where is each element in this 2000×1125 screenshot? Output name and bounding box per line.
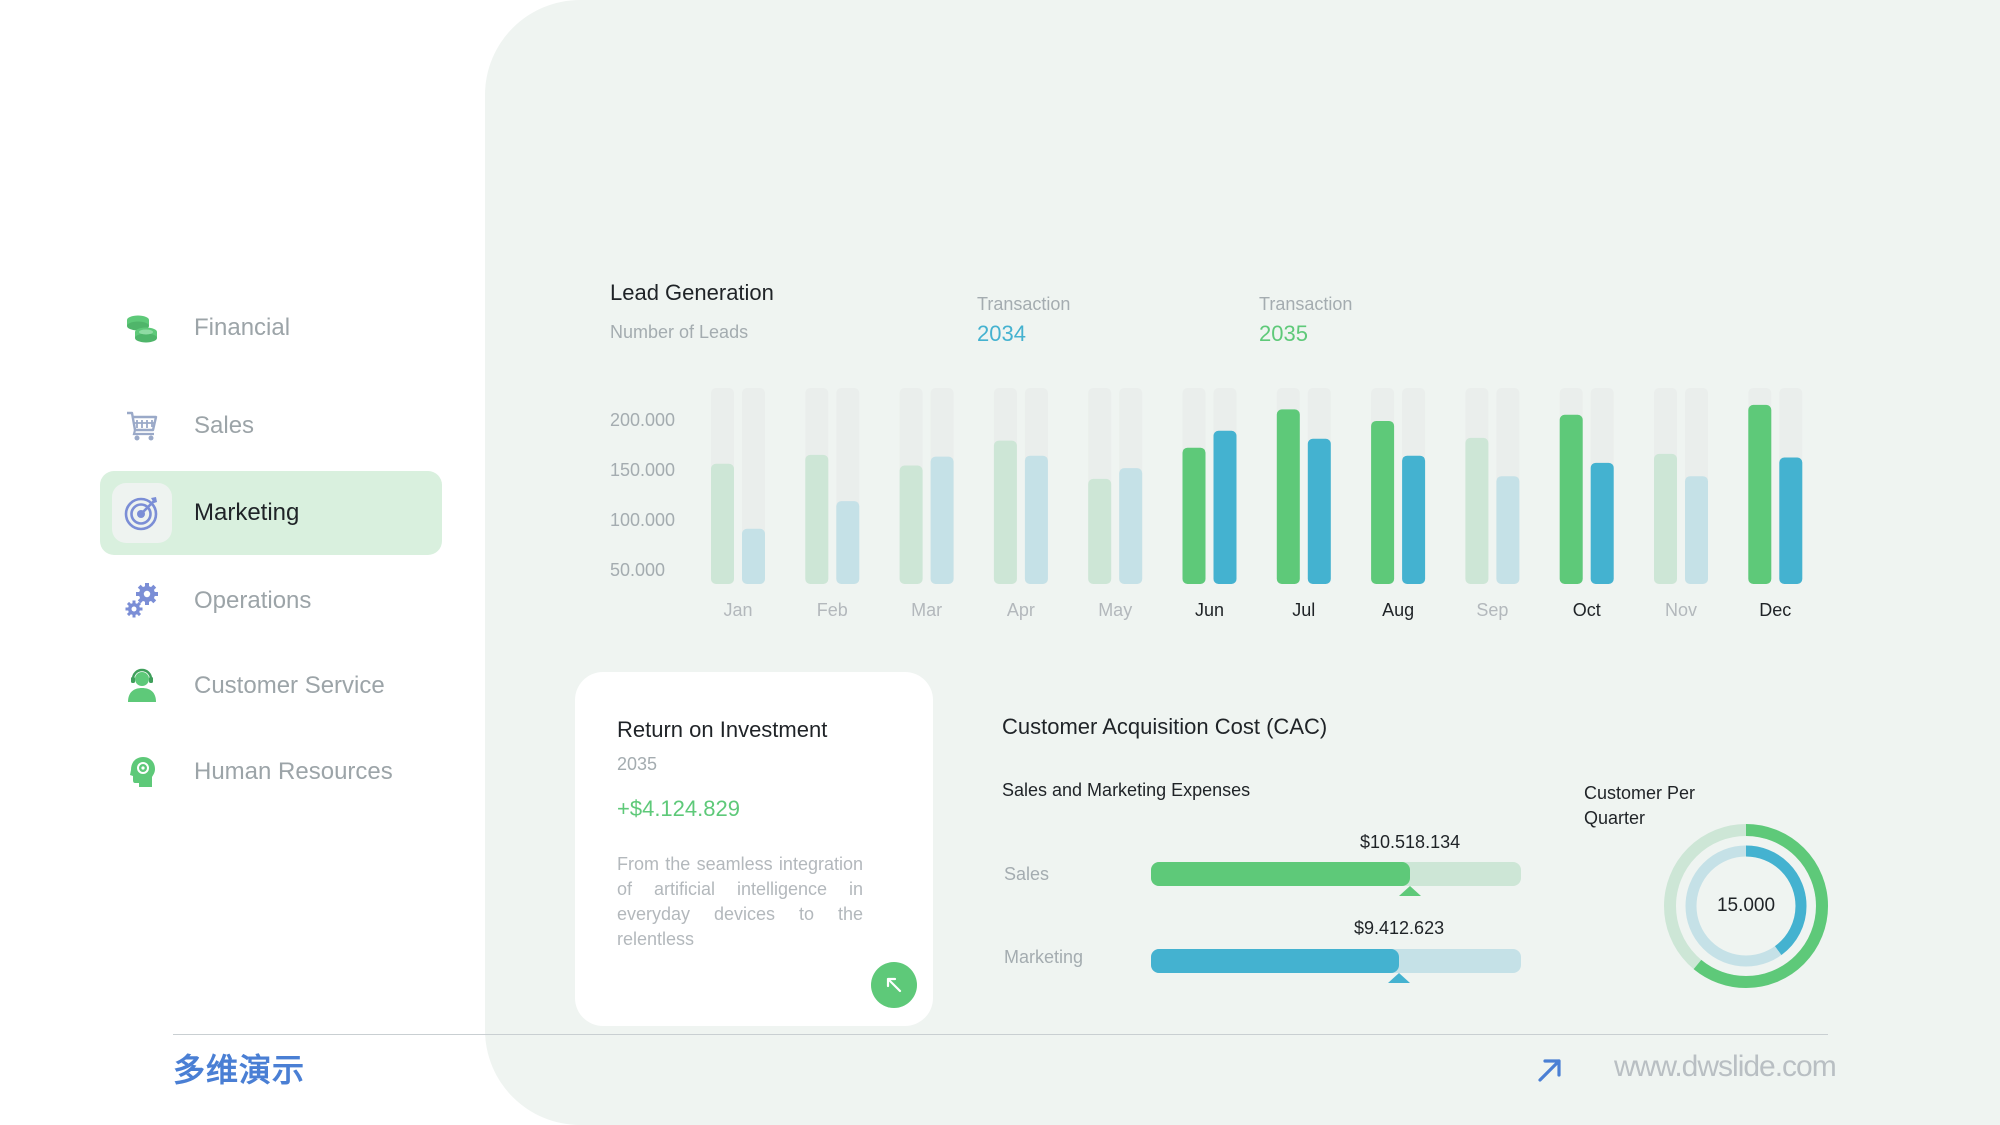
bar-2034-jul xyxy=(1307,438,1331,584)
bar-2035-aug xyxy=(1371,420,1395,584)
cac-title: Customer Acquisition Cost (CAC) xyxy=(1002,714,1328,739)
customer-per-quarter-donut xyxy=(1664,824,1828,988)
cac-bar-fill-marketing xyxy=(1151,949,1399,973)
y-tick-label: 150.000 xyxy=(610,460,676,480)
sidebar-item-customer-service[interactable]: Customer Service xyxy=(100,644,442,728)
roi-title: Return on Investment xyxy=(617,717,828,742)
head-gear-icon xyxy=(112,742,172,802)
sidebar-item-label: Sales xyxy=(194,412,255,439)
bar-2034-dec xyxy=(1779,457,1803,584)
bar-2035-nov xyxy=(1654,453,1677,584)
donut-outer-arc xyxy=(1664,824,1828,988)
bar-2034-jan xyxy=(742,528,765,584)
bar-2034-nov xyxy=(1685,476,1708,584)
bar-2035-apr xyxy=(993,440,1017,584)
bar-2035-dec xyxy=(1748,404,1772,584)
x-tick-label: Jan xyxy=(723,600,752,620)
x-tick-label: Oct xyxy=(1573,600,1601,620)
bar-2034-jun xyxy=(1213,430,1237,584)
bar-2035-mar xyxy=(899,465,923,584)
arrow-up-right-icon xyxy=(1536,1056,1564,1089)
x-tick-label: Aug xyxy=(1382,600,1414,620)
roi-value: +$4.124.829 xyxy=(617,796,740,821)
cac-bar-value-sales: $10.518.134 xyxy=(1360,832,1461,852)
cac-bar-track-sales xyxy=(1151,862,1521,886)
sidebar-item-sales[interactable]: Sales xyxy=(100,384,442,468)
roi-open-button[interactable] xyxy=(871,962,917,1008)
donut-value: 15.000 xyxy=(1716,895,1776,916)
roi-description: From the seamless integration of artific… xyxy=(617,854,863,949)
footer-brand: 多维演示 xyxy=(173,1052,306,1088)
x-tick-label: Jun xyxy=(1195,600,1224,620)
cac-bar-marker-marketing xyxy=(1388,973,1410,983)
x-tick-label: Apr xyxy=(1007,600,1035,620)
sidebar-item-label: Marketing xyxy=(194,499,300,526)
sidebar-item-label: Human Resources xyxy=(194,758,393,785)
cac-bar-label-marketing: Marketing xyxy=(1004,947,1084,967)
bar-2035-jul xyxy=(1276,409,1300,584)
gears-icon xyxy=(112,571,172,631)
sidebar-item-human-resources[interactable]: Human Resources xyxy=(100,730,442,814)
bar-2034-sep xyxy=(1496,476,1520,584)
x-tick-label: Sep xyxy=(1476,600,1508,620)
arrow-up-left-icon xyxy=(886,977,902,993)
lead-generation-title: Lead Generation xyxy=(610,280,774,305)
bar-2035-feb xyxy=(805,454,829,584)
sidebar-item-operations[interactable]: Operations xyxy=(100,559,442,643)
roi-card: Return on Investment 2035 +$4.124.829 Fr… xyxy=(575,672,933,1026)
x-tick-label: Nov xyxy=(1665,600,1697,620)
footer-divider xyxy=(173,1034,1828,1035)
cac-bar-marker-sales xyxy=(1399,886,1421,896)
bar-2035-oct xyxy=(1559,414,1583,584)
cac-bar-label-sales: Sales xyxy=(1004,864,1050,884)
target-icon xyxy=(112,483,172,543)
bar-2035-sep xyxy=(1465,437,1489,584)
bar-2034-aug xyxy=(1402,455,1426,584)
bar-2034-may xyxy=(1119,468,1143,584)
cac-bar-fill-sales xyxy=(1151,862,1410,886)
legend-year-2035: 2035 xyxy=(1259,321,1308,346)
sidebar-item-label: Customer Service xyxy=(194,672,385,699)
x-tick-label: May xyxy=(1098,600,1132,620)
headset-user-icon xyxy=(112,656,172,716)
bar-2035-jun xyxy=(1182,447,1206,584)
cart-icon xyxy=(112,396,172,456)
y-tick-label: 200.000 xyxy=(610,410,676,430)
bar-2034-oct xyxy=(1590,462,1614,584)
y-tick-label: 100.000 xyxy=(610,510,676,530)
sidebar-item-financial[interactable]: Financial xyxy=(100,286,442,370)
cac-bar-value-marketing: $9.412.623 xyxy=(1354,918,1445,938)
donut-inner-arc xyxy=(1685,845,1807,967)
x-tick-label: Jul xyxy=(1292,600,1315,620)
bar-2034-feb xyxy=(836,501,860,584)
bar-2035-jan xyxy=(711,463,734,584)
lead-generation-chart: Jan Feb Mar Apr May Jun Jul Aug Sep Oct Nov Dec xyxy=(711,388,1803,620)
bar-2034-apr xyxy=(1024,455,1048,584)
x-tick-label: Mar xyxy=(911,600,942,620)
legend-year-2034: 2034 xyxy=(977,321,1026,346)
bar-2035-may xyxy=(1088,478,1112,584)
roi-year: 2035 xyxy=(617,754,658,774)
legend-caption: Transaction xyxy=(1259,294,1353,314)
cac-bar-track-marketing xyxy=(1151,949,1521,973)
sidebar-item-marketing[interactable]: Marketing xyxy=(100,471,442,555)
sidebar-item-label: Financial xyxy=(194,314,291,341)
bar-2034-mar xyxy=(930,456,954,584)
sidebar-item-label: Operations xyxy=(194,587,312,614)
x-tick-label: Feb xyxy=(817,600,848,620)
coins-icon xyxy=(112,298,172,358)
x-tick-label: Dec xyxy=(1759,600,1791,620)
y-tick-label: 50.000 xyxy=(610,560,666,580)
customer-per-quarter-title: Customer Per Quarter xyxy=(1584,783,1696,828)
legend-caption: Transaction xyxy=(977,294,1071,314)
lead-generation-subtitle: Number of Leads xyxy=(610,322,749,342)
footer-url[interactable]: www.dwslide.com xyxy=(1614,1050,1837,1083)
cac-subtitle: Sales and Marketing Expenses xyxy=(1002,780,1251,800)
